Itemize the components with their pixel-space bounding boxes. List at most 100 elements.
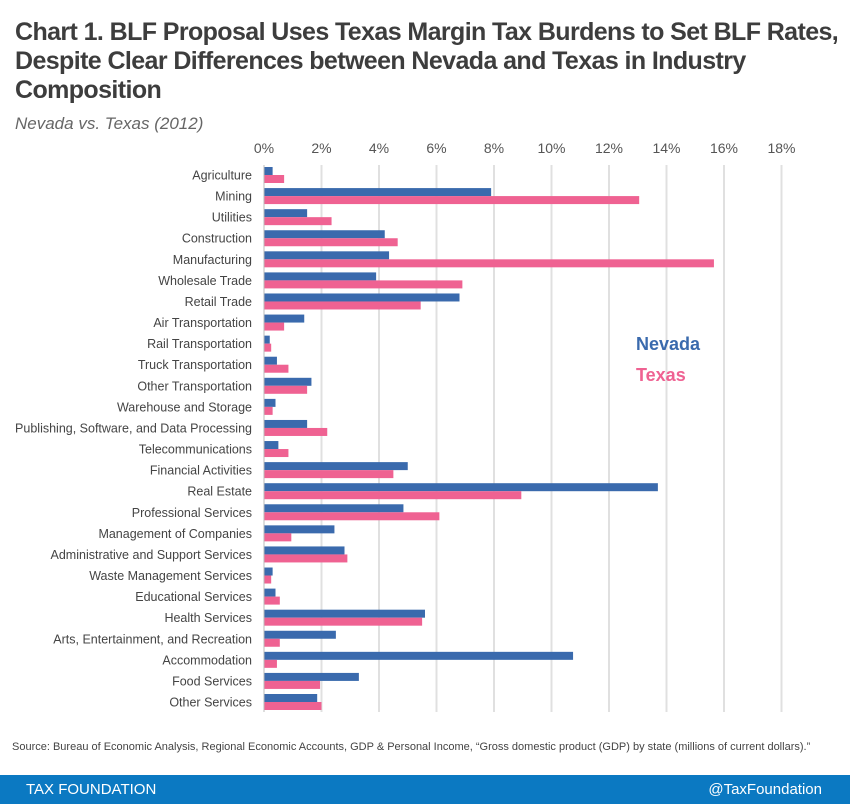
category-label: Other Services (169, 696, 252, 710)
chart-title: Chart 1. BLF Proposal Uses Texas Margin … (15, 18, 839, 104)
footer-bar: TAX FOUNDATION @TaxFoundation (0, 775, 850, 804)
category-label: Mining (215, 190, 252, 204)
category-label: Utilities (212, 211, 252, 225)
category-label: Other Transportation (137, 379, 252, 393)
x-tick-label: 18% (767, 140, 795, 156)
bar-texas (264, 491, 522, 500)
bar-nevada (264, 651, 574, 660)
legend-texas: Texas (636, 365, 686, 385)
bar-texas (264, 449, 289, 458)
bar-nevada (264, 441, 279, 450)
bar-nevada (264, 377, 312, 386)
category-label: Manufacturing (173, 253, 252, 267)
category-label: Waste Management Services (89, 569, 252, 583)
x-tick-label: 12% (595, 140, 623, 156)
x-tick-label: 2% (311, 140, 331, 156)
bars (264, 167, 714, 710)
category-label: Rail Transportation (147, 337, 252, 351)
bar-nevada (264, 525, 335, 534)
bar-texas (264, 322, 285, 331)
category-label: Agriculture (192, 169, 252, 183)
x-tick-label: 16% (710, 140, 738, 156)
bar-texas (264, 702, 322, 710)
bar-nevada (264, 209, 308, 218)
bar-texas (264, 364, 289, 373)
bar-nevada (264, 546, 345, 555)
bar-texas (264, 680, 321, 689)
category-label: Real Estate (187, 485, 252, 499)
category-label: Telecommunications (139, 443, 252, 457)
category-label: Food Services (172, 674, 252, 688)
bar-texas (264, 175, 285, 183)
category-label: Retail Trade (185, 295, 252, 309)
bar-texas (264, 617, 423, 626)
bar-nevada (264, 609, 425, 618)
x-tick-label: 14% (652, 140, 680, 156)
footer-handle: @TaxFoundation (708, 781, 822, 798)
bar-nevada (264, 188, 492, 197)
x-tick-label: 4% (369, 140, 389, 156)
bar-texas (264, 343, 272, 352)
bar-texas (264, 427, 328, 436)
bar-nevada (264, 672, 359, 681)
x-tick-label: 0% (254, 140, 274, 156)
legend-nevada: Nevada (636, 334, 701, 354)
category-label: Accommodation (162, 653, 252, 667)
bar-nevada (264, 694, 318, 702)
category-label: Administrative and Support Services (51, 548, 252, 562)
bar-nevada (264, 356, 277, 365)
bar-nevada (264, 462, 408, 471)
bar-nevada (264, 293, 460, 302)
x-tick-label: 6% (426, 140, 446, 156)
x-tick-label: 10% (537, 140, 565, 156)
category-label: Arts, Entertainment, and Recreation (53, 632, 252, 646)
footer-brand: TAX FOUNDATION (26, 781, 157, 798)
bar-nevada (264, 167, 273, 175)
category-label: Professional Services (132, 506, 252, 520)
bar-chart: 0% 2% 4% 6% 8% 10% 12% 14% 16% 18% Agriculture Min… (15, 140, 796, 712)
category-label: Publishing, Software, and Data Processin… (15, 421, 252, 435)
bar-texas (264, 385, 308, 394)
bar-nevada (264, 398, 276, 407)
chart-subtitle: Nevada vs. Texas (2012) (15, 114, 204, 133)
category-label: Wholesale Trade (158, 274, 252, 288)
bar-nevada (264, 230, 385, 239)
bar-texas (264, 217, 332, 226)
bar-texas (264, 512, 440, 521)
legend: Nevada Texas (636, 334, 701, 385)
bar-texas (264, 596, 280, 605)
source-note: Source: Bureau of Economic Analysis, Reg… (12, 741, 811, 753)
bar-nevada (264, 567, 273, 576)
bar-nevada (264, 588, 276, 597)
bar-nevada (264, 504, 404, 513)
bar-texas (264, 301, 421, 310)
bar-texas (264, 259, 714, 268)
category-label: Financial Activities (150, 464, 252, 478)
bar-nevada (264, 314, 305, 323)
bar-texas (264, 470, 394, 479)
bar-nevada (264, 251, 390, 260)
bar-texas (264, 554, 348, 563)
x-axis-ticks: 0% 2% 4% 6% 8% 10% 12% 14% 16% 18% (254, 140, 796, 156)
category-label: Construction (182, 232, 252, 246)
gridlines (320, 165, 783, 712)
bar-texas (264, 238, 398, 247)
bar-nevada (264, 419, 308, 428)
bar-texas (264, 533, 292, 542)
bar-nevada (264, 483, 658, 492)
x-tick-label: 8% (484, 140, 504, 156)
bar-nevada (264, 272, 377, 281)
bar-texas (264, 406, 273, 415)
bar-texas (264, 196, 640, 205)
category-label: Air Transportation (153, 316, 252, 330)
bar-texas (264, 659, 277, 668)
category-label: Truck Transportation (138, 358, 252, 372)
category-label: Warehouse and Storage (117, 400, 252, 414)
bar-nevada (264, 335, 270, 344)
category-label: Management of Companies (98, 527, 252, 541)
bar-texas (264, 280, 463, 289)
category-label: Educational Services (135, 590, 252, 604)
category-label: Health Services (164, 611, 252, 625)
bar-texas (264, 575, 272, 584)
bar-nevada (264, 630, 336, 639)
